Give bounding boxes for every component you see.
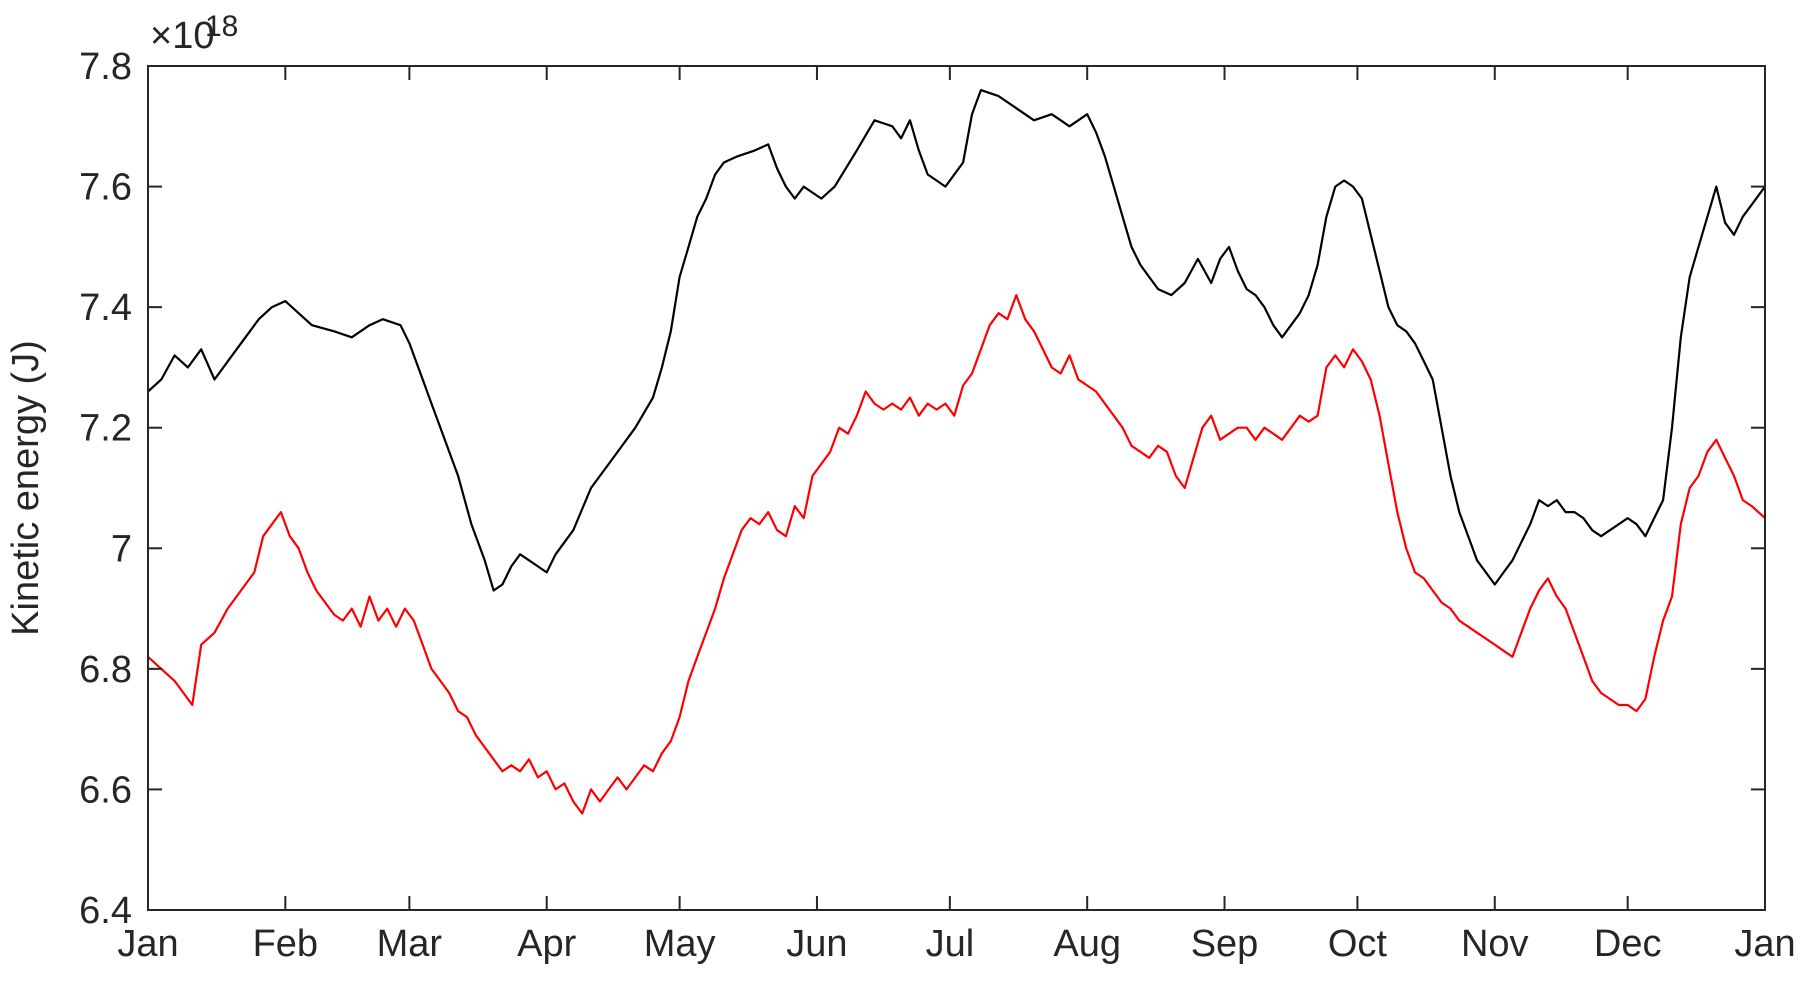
plot-frame (147, 65, 1766, 911)
y-axis-exponent: 18 (205, 10, 238, 43)
y-axis-multiplier: ×10 (150, 15, 214, 57)
x-tick-label: Oct (1328, 923, 1388, 965)
y-tick-label: 7.4 (79, 287, 132, 329)
x-tick-label: Aug (1053, 923, 1121, 965)
x-tick-label: Nov (1461, 923, 1529, 965)
y-axis-title: Kinetic energy (J) (5, 340, 47, 636)
x-tick-label: Apr (517, 923, 576, 965)
x-tick-label: Jul (926, 923, 975, 965)
y-tick-label: 7.8 (79, 46, 132, 88)
x-tick-label: Dec (1594, 923, 1662, 965)
x-tick-label: Jan (117, 923, 178, 965)
y-tick-label: 7.2 (79, 408, 132, 450)
plot-background (148, 66, 1765, 910)
y-tick-label: 6.4 (79, 890, 132, 932)
x-tick-label: Sep (1191, 923, 1259, 965)
x-tick-label: Jan (1734, 923, 1795, 965)
y-tick-label: 7.6 (79, 167, 132, 209)
tick-layer: 6.4 6.6 6.8 7 7.2 7.4 7.6 7.8 Jan Feb Mar Apr May Jun… (79, 46, 1795, 965)
x-tick-label: Mar (377, 923, 443, 965)
y-tick-label: 7 (111, 528, 132, 570)
y-tick-label: 6.6 (79, 769, 132, 811)
series-layer (147, 88, 1766, 815)
x-tick-label: Feb (253, 923, 318, 965)
x-tick-label: May (644, 923, 716, 965)
series-line-red (147, 294, 1766, 815)
x-tick-label: Jun (786, 923, 847, 965)
y-tick-label: 6.8 (79, 649, 132, 691)
series-line-black (147, 88, 1766, 592)
